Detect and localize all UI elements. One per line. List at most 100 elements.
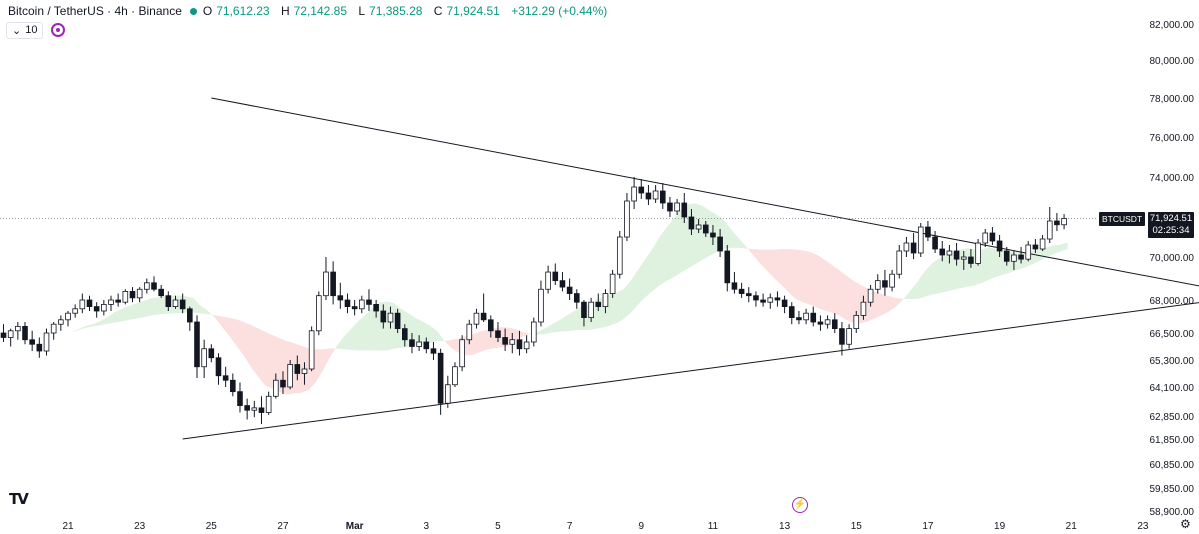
ohlc-values: O 71,612.23 H 72,142.85 L 71,385.28 C 71,924… <box>202 4 608 18</box>
gear-icon[interactable]: ⚙ <box>1180 517 1191 531</box>
candle-body <box>337 295 344 301</box>
candle-body <box>652 190 659 200</box>
candle-body <box>1054 220 1060 226</box>
candle-body <box>595 301 602 308</box>
candle-body <box>939 248 946 256</box>
candle-body <box>767 297 774 303</box>
candle <box>960 251 967 270</box>
candle <box>280 371 286 394</box>
y-tick-label: 62,850.00 <box>1150 412 1195 423</box>
cloud-segment <box>451 338 459 353</box>
candle-body <box>122 290 129 303</box>
cloud-segment <box>429 325 438 343</box>
x-tick-label: 23 <box>134 521 146 532</box>
candle <box>674 199 680 215</box>
cloud-segment <box>85 323 94 328</box>
cloud-segment <box>816 254 825 311</box>
candle <box>43 328 50 356</box>
cloud-segment <box>64 331 72 334</box>
candle <box>889 269 895 292</box>
candle-body <box>867 288 874 303</box>
y-tick-label: 65,300.00 <box>1150 356 1195 367</box>
candle <box>824 315 831 329</box>
price-axis[interactable]: 82,000.00 80,000.00 78,000.00 76,000.00 74,0… <box>1150 20 1195 518</box>
cloud-segment <box>845 274 853 323</box>
candle-body <box>523 341 530 350</box>
y-tick-label: 61,850.00 <box>1150 435 1195 446</box>
candle-body <box>480 312 487 321</box>
x-tick-label: 7 <box>567 521 573 532</box>
time-axis[interactable]: 21 23 25 27 Mar 3 5 7 9 11 13 15 17 19 21 23 <box>62 521 1148 532</box>
candle <box>774 291 781 307</box>
candle <box>1018 247 1024 264</box>
candle <box>724 245 731 292</box>
cloud-segment <box>573 307 581 331</box>
candle <box>416 335 422 351</box>
candle-body <box>273 379 279 397</box>
lightning-icon[interactable]: ⚡ <box>792 497 808 513</box>
candle-body <box>466 323 473 341</box>
cloud-segment <box>408 313 416 348</box>
tradingview-logo[interactable]: TV <box>9 490 29 508</box>
candle-body <box>502 337 508 345</box>
symbol-title[interactable]: Bitcoin / TetherUS · 4h · Binance <box>8 4 182 18</box>
cloud-segment <box>214 315 223 327</box>
candle <box>1032 239 1039 253</box>
x-tick-label: 21 <box>1066 521 1078 532</box>
candle <box>251 400 258 418</box>
candle <box>681 193 688 223</box>
candle <box>50 322 57 340</box>
cloud-segment <box>372 302 380 351</box>
candle-body <box>0 332 7 338</box>
candle-body <box>889 273 895 288</box>
candle-body <box>294 364 301 374</box>
candle <box>552 263 559 285</box>
cloud-segment <box>953 249 961 290</box>
candle-body <box>710 232 716 238</box>
trendline-upper <box>211 97 1199 287</box>
candle <box>581 300 587 327</box>
candle-body <box>839 328 845 345</box>
candle-body <box>487 319 494 332</box>
x-tick-label: 23 <box>1137 521 1149 532</box>
cloud-segment <box>623 280 631 320</box>
cloud-segment <box>895 298 903 307</box>
candle <box>215 353 222 385</box>
candle-body <box>50 323 57 334</box>
sync-icon[interactable] <box>51 23 66 37</box>
cloud-segment <box>910 282 918 300</box>
candle <box>509 333 516 354</box>
candle <box>187 306 193 331</box>
candle <box>953 243 960 266</box>
candle <box>487 315 494 338</box>
candle <box>1025 241 1032 262</box>
candle-body <box>366 299 372 305</box>
cloud-segment <box>766 249 774 278</box>
candle-body <box>158 288 164 297</box>
open-value: 71,612.23 <box>216 4 270 18</box>
candle <box>1011 251 1017 270</box>
candle-body <box>745 293 752 297</box>
cloud-segment <box>487 328 495 350</box>
cloud-segment <box>945 252 954 292</box>
cloud-segment <box>745 245 753 255</box>
symbol-price-label: BTCUSDT <box>1099 212 1146 226</box>
candle-body <box>316 295 322 332</box>
candle-body <box>717 236 723 252</box>
candle <box>409 333 415 354</box>
candle-body <box>960 256 967 260</box>
candle-body <box>667 202 673 212</box>
y-tick-label: 82,000.00 <box>1150 20 1195 31</box>
candle-body <box>695 224 702 230</box>
candle <box>337 282 344 309</box>
cloud-segment <box>781 249 789 292</box>
x-tick-label: 21 <box>62 521 74 532</box>
candle-body <box>495 330 501 338</box>
candle <box>566 278 573 300</box>
candle <box>573 289 580 309</box>
candle-body <box>538 288 544 323</box>
candle <box>874 274 881 294</box>
indicator-toggle-button[interactable]: ⌄ 10 <box>6 21 44 39</box>
candle <box>717 229 723 257</box>
